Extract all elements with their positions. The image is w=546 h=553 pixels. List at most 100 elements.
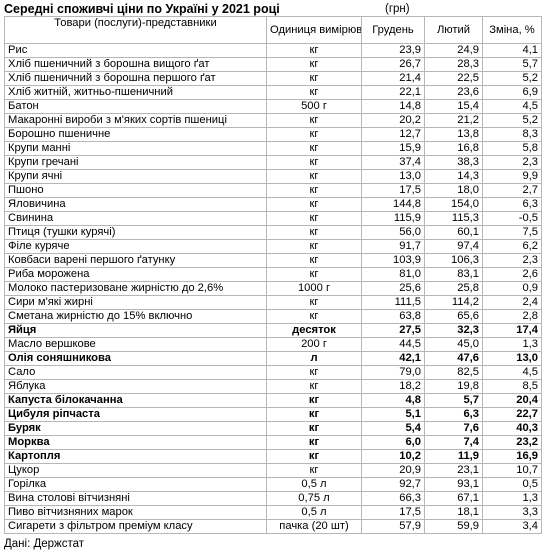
product-name-cell: Пиво вітчизняних марок (4, 505, 267, 520)
product-name-cell: Ковбаси варені першого ґатунку (4, 253, 267, 268)
february-price-cell: 106,3 (424, 253, 483, 268)
price-table: Товари (послуги)-представники Одиниця ви… (4, 16, 542, 534)
february-price-cell: 154,0 (424, 197, 483, 212)
february-price-cell: 22,5 (424, 71, 483, 86)
title-row: Середні споживчі ціни по Україні у 2021 … (4, 2, 542, 17)
product-name-cell: Сигарети з фільтром преміум класу (4, 519, 267, 534)
table-row: Крупи манні кг 15,9 16,8 5,8 (4, 141, 542, 156)
product-name-cell: Горілка (4, 477, 267, 492)
table-row: Свинина кг 115,9 115,3 -0,5 (4, 211, 542, 226)
december-price-cell: 14,8 (361, 99, 425, 114)
product-name-cell: Птиця (тушки курячі) (4, 225, 267, 240)
unit-cell: кг (266, 267, 362, 282)
table-row: Птиця (тушки курячі) кг 56,0 60,1 7,5 (4, 225, 542, 240)
unit-cell: пачка (20 шт) (266, 519, 362, 534)
table-row: Яблука кг 18,2 19,8 8,5 (4, 379, 542, 394)
december-price-cell: 66,3 (361, 491, 425, 506)
header-unit: Одиниця вимірювання (266, 16, 362, 44)
february-price-cell: 18,1 (424, 505, 483, 520)
product-name-cell: Сири м'які жирні (4, 295, 267, 310)
december-price-cell: 42,1 (361, 351, 425, 366)
unit-cell: кг (266, 71, 362, 86)
change-percent-cell: 2,8 (482, 309, 542, 324)
page-title: Середні споживчі ціни по Україні у 2021 … (4, 2, 280, 16)
table-row: Буряк кг 5,4 7,6 40,3 (4, 421, 542, 436)
change-percent-cell: 9,9 (482, 169, 542, 184)
unit-cell: кг (266, 309, 362, 324)
product-name-cell: Сметана жирністю до 15% включно (4, 309, 267, 324)
table-row: Макаронні вироби з м'яких сортів пшениці… (4, 113, 542, 128)
product-name-cell: Яйця (4, 323, 267, 338)
december-price-cell: 25,6 (361, 281, 425, 296)
february-price-cell: 15,4 (424, 99, 483, 114)
source-note: Дані: Держстат (4, 538, 85, 550)
february-price-cell: 60,1 (424, 225, 483, 240)
change-percent-cell: 8,5 (482, 379, 542, 394)
december-price-cell: 17,5 (361, 505, 425, 520)
unit-cell: кг (266, 85, 362, 100)
product-name-cell: Хліб пшеничний з борошна першого ґат (4, 71, 267, 86)
unit-cell: кг (266, 421, 362, 436)
product-name-cell: Молоко пастеризоване жирністю до 2,6% (4, 281, 267, 296)
unit-cell: кг (266, 463, 362, 478)
february-price-cell: 7,4 (424, 435, 483, 450)
february-price-cell: 114,2 (424, 295, 483, 310)
december-price-cell: 5,4 (361, 421, 425, 436)
december-price-cell: 12,7 (361, 127, 425, 142)
february-price-cell: 19,8 (424, 379, 483, 394)
change-percent-cell: -0,5 (482, 211, 542, 226)
table-row: Крупи ячні кг 13,0 14,3 9,9 (4, 169, 542, 184)
unit-cell: кг (266, 253, 362, 268)
change-percent-cell: 2,6 (482, 267, 542, 282)
table-row: Сигарети з фільтром преміум класу пачка (… (4, 519, 542, 534)
change-percent-cell: 22,7 (482, 407, 542, 422)
unit-cell: кг (266, 183, 362, 198)
product-name-cell: Капуста білокачанна (4, 393, 267, 408)
december-price-cell: 10,2 (361, 449, 425, 464)
change-percent-cell: 1,3 (482, 337, 542, 352)
unit-cell: 500 г (266, 99, 362, 114)
december-price-cell: 4,8 (361, 393, 425, 408)
table-row: Молоко пастеризоване жирністю до 2,6% 100… (4, 281, 542, 296)
december-price-cell: 27,5 (361, 323, 425, 338)
december-price-cell: 115,9 (361, 211, 425, 226)
change-percent-cell: 2,3 (482, 253, 542, 268)
change-percent-cell: 4,5 (482, 365, 542, 380)
february-price-cell: 82,5 (424, 365, 483, 380)
december-price-cell: 21,4 (361, 71, 425, 86)
change-percent-cell: 5,8 (482, 141, 542, 156)
table-row: Масло вершкове 200 г 44,5 45,0 1,3 (4, 337, 542, 352)
unit-cell: кг (266, 365, 362, 380)
unit-cell: кг (266, 197, 362, 212)
december-price-cell: 20,9 (361, 463, 425, 478)
product-name-cell: Філе куряче (4, 239, 267, 254)
header-december: Грудень (361, 16, 425, 44)
unit-cell: 0,5 л (266, 505, 362, 520)
february-price-cell: 45,0 (424, 337, 483, 352)
december-price-cell: 56,0 (361, 225, 425, 240)
table-row: Філе куряче кг 91,7 97,4 6,2 (4, 239, 542, 254)
unit-cell: кг (266, 435, 362, 450)
product-name-cell: Рис (4, 43, 267, 58)
december-price-cell: 79,0 (361, 365, 425, 380)
december-price-cell: 57,9 (361, 519, 425, 534)
table-row: Сири м'які жирні кг 111,5 114,2 2,4 (4, 295, 542, 310)
unit-cell: кг (266, 141, 362, 156)
unit-cell: л (266, 351, 362, 366)
table-row: Хліб пшеничний з борошна першого ґат кг 21… (4, 71, 542, 86)
table-row: Пшоно кг 17,5 18,0 2,7 (4, 183, 542, 198)
product-name-cell: Вина столові вітчизняні (4, 491, 267, 506)
product-name-cell: Буряк (4, 421, 267, 436)
product-name-cell: Макаронні вироби з м'яких сортів пшениці (4, 113, 267, 128)
unit-cell: кг (266, 225, 362, 240)
product-name-cell: Цукор (4, 463, 267, 478)
unit-cell: кг (266, 155, 362, 170)
table-row: Цибуля ріпчаста кг 5,1 6,3 22,7 (4, 407, 542, 422)
december-price-cell: 92,7 (361, 477, 425, 492)
february-price-cell: 47,6 (424, 351, 483, 366)
unit-cell: 1000 г (266, 281, 362, 296)
product-name-cell: Картопля (4, 449, 267, 464)
product-name-cell: Морква (4, 435, 267, 450)
february-price-cell: 14,3 (424, 169, 483, 184)
